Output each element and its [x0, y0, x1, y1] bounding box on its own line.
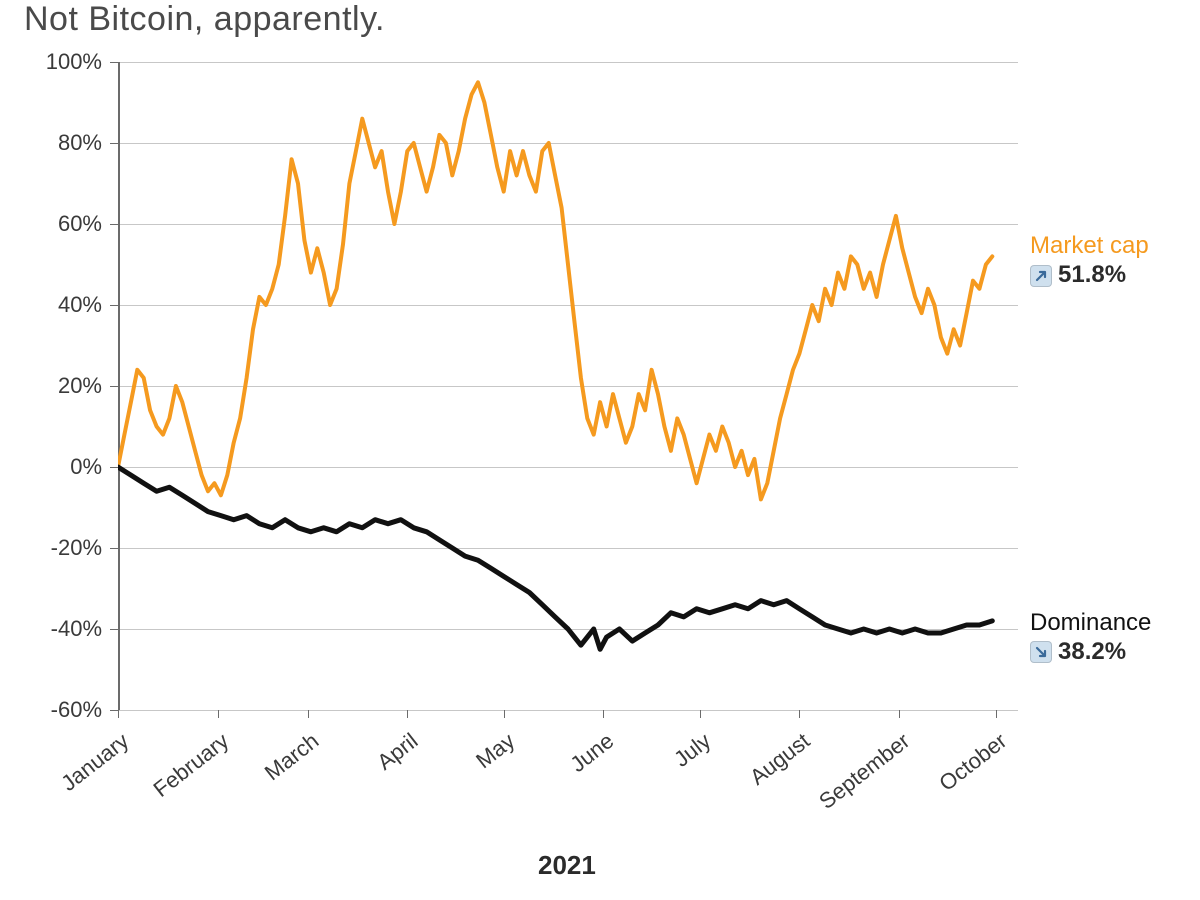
page-root: Not Bitcoin, apparently. -60% -40% -20% 0% 2… — [0, 0, 1200, 900]
y-tick-label: -60% — [0, 697, 102, 723]
chart-container: -60% -40% -20% 0% 20% 40% 60% 80% 100% JanuaryFe… — [0, 46, 1200, 900]
y-tick-label: 60% — [0, 211, 102, 237]
series-value-market-cap: 51.8% — [1058, 261, 1126, 290]
y-tick-label: 40% — [0, 292, 102, 318]
x-tick-label: January — [56, 728, 134, 797]
line-chart-svg — [118, 62, 1018, 710]
x-tick-mark — [218, 710, 219, 718]
x-tick-mark — [118, 710, 119, 718]
x-axis-title: 2021 — [538, 850, 596, 881]
series-name-dominance: Dominance — [1030, 609, 1151, 638]
x-tick-label: September — [814, 728, 915, 815]
y-tick-mark — [110, 710, 118, 711]
x-tick-label: February — [148, 728, 233, 803]
y-tick-label: 80% — [0, 130, 102, 156]
page-title: Not Bitcoin, apparently. — [24, 0, 385, 39]
y-tick-label: -20% — [0, 535, 102, 561]
x-tick-mark — [996, 710, 997, 718]
x-tick-label: June — [566, 728, 620, 778]
y-tick-mark — [110, 62, 118, 63]
y-tick-mark — [110, 467, 118, 468]
y-tick-mark — [110, 224, 118, 225]
y-tick-mark — [110, 629, 118, 630]
x-tick-mark — [899, 710, 900, 718]
arrow-down-icon — [1030, 641, 1052, 663]
x-tick-label: July — [669, 728, 716, 773]
x-tick-mark — [799, 710, 800, 718]
arrow-up-icon — [1030, 265, 1052, 287]
x-tick-mark — [603, 710, 604, 718]
x-tick-label: August — [745, 728, 815, 791]
x-tick-mark — [504, 710, 505, 718]
x-tick-mark — [308, 710, 309, 718]
y-tick-mark — [110, 143, 118, 144]
x-tick-label: April — [373, 728, 424, 776]
x-tick-mark — [407, 710, 408, 718]
y-tick-label: 0% — [0, 454, 102, 480]
plot-area — [118, 62, 1018, 710]
y-tick-mark — [110, 305, 118, 306]
y-tick-label: 100% — [0, 49, 102, 75]
series-line-market_cap — [118, 82, 992, 499]
y-tick-mark — [110, 548, 118, 549]
x-tick-mark — [700, 710, 701, 718]
x-tick-label: March — [259, 728, 323, 786]
x-tick-label: October — [934, 728, 1012, 797]
y-tick-mark — [110, 386, 118, 387]
y-tick-label: 20% — [0, 373, 102, 399]
series-label-dominance: Dominance 38.2% — [1030, 609, 1151, 667]
y-tick-label: -40% — [0, 616, 102, 642]
x-tick-label: May — [471, 728, 520, 774]
series-value-dominance: 38.2% — [1058, 638, 1126, 667]
gridline — [118, 710, 1018, 711]
series-name-market-cap: Market cap — [1030, 232, 1149, 261]
series-line-dominance — [118, 467, 992, 649]
series-label-market-cap: Market cap 51.8% — [1030, 232, 1149, 290]
